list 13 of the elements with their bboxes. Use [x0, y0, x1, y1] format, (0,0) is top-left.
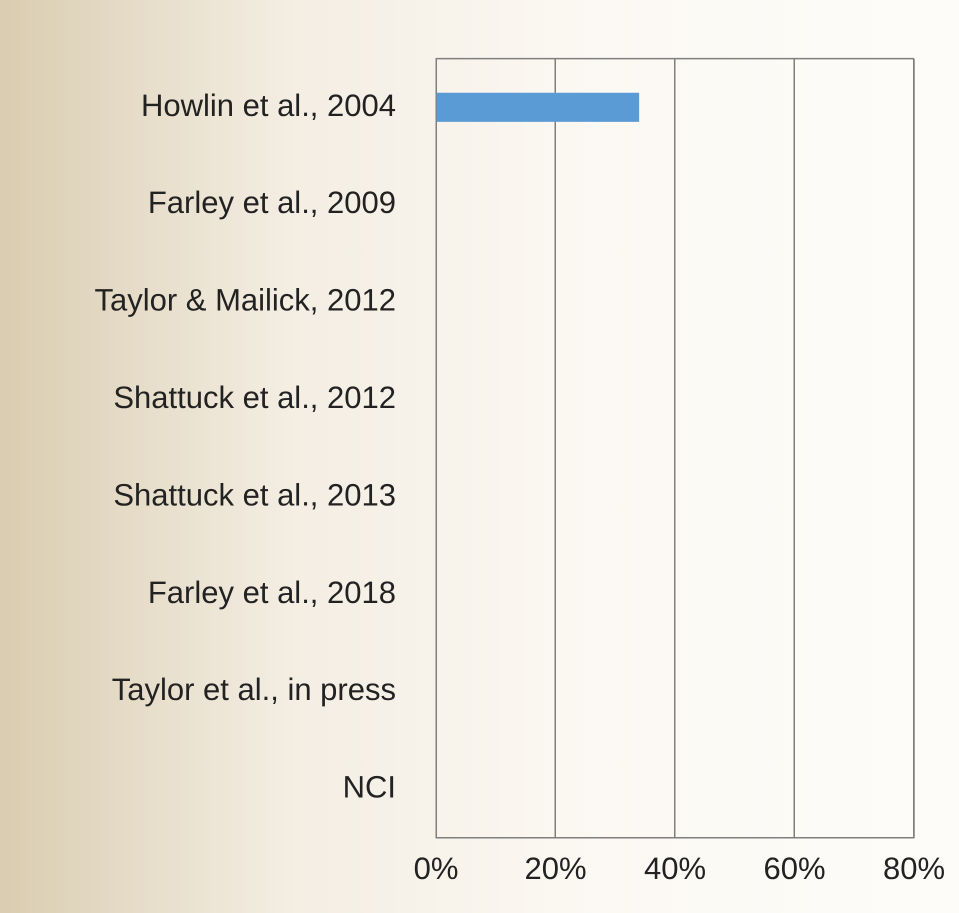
- y-tick-label: Farley et al., 2018: [148, 574, 396, 610]
- x-tick-label: 20%: [524, 850, 587, 886]
- x-tick-label: 0%: [414, 850, 458, 886]
- y-tick-label: Shattuck et al., 2013: [113, 477, 396, 512]
- x-tick-label: 60%: [763, 850, 826, 886]
- x-tick-label: 40%: [644, 850, 706, 886]
- x-tick-label: 80%: [882, 850, 945, 886]
- y-tick-label: Howlin et al., 2004: [140, 88, 396, 123]
- y-tick-label: Taylor et al., in press: [112, 672, 396, 708]
- y-tick-label: Farley et al., 2009: [148, 185, 396, 220]
- y-tick-label: Shattuck et al., 2012: [113, 380, 396, 416]
- y-tick-label: NCI: [342, 770, 396, 805]
- y-tick-label: Taylor & Mailick, 2012: [94, 282, 396, 318]
